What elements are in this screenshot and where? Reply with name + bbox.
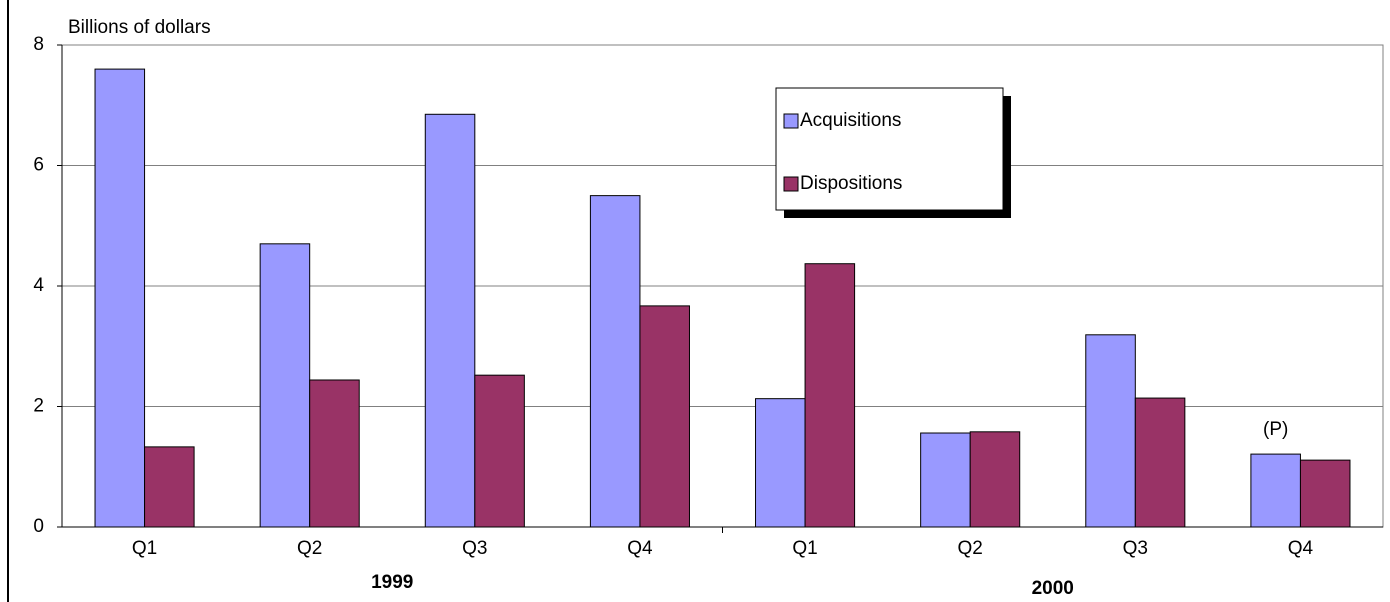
x-tick-label: Q4 [1288, 538, 1314, 559]
legend-box [775, 87, 1004, 211]
legend-swatch [783, 113, 799, 129]
y-axis-label: Billions of dollars [68, 17, 211, 38]
y-tick-label: 6 [33, 155, 44, 176]
legend-label: Acquisitions [800, 110, 901, 131]
annotation: (P) [1263, 419, 1288, 440]
bar [639, 305, 690, 528]
group-label: 1999 [371, 572, 413, 593]
bar [1299, 459, 1351, 528]
x-tick-label: Q3 [462, 538, 487, 559]
y-tick-label: 4 [33, 275, 44, 296]
y-tick-label: 8 [33, 34, 44, 55]
bar [920, 432, 971, 528]
bar [804, 263, 856, 528]
x-tick-label: Q3 [1123, 538, 1148, 559]
bar [589, 195, 641, 528]
bar [969, 431, 1021, 528]
bar [309, 379, 360, 528]
bar [259, 243, 311, 528]
legend-swatch [783, 176, 799, 192]
bar [1134, 397, 1186, 528]
bar [94, 68, 146, 528]
x-tick-label: Q1 [792, 538, 817, 559]
bar [1250, 453, 1301, 528]
bar [144, 446, 195, 528]
y-tick-label: 0 [33, 516, 44, 537]
x-tick-label: Q2 [297, 538, 322, 559]
bar [424, 113, 476, 528]
group-label: 2000 [1032, 578, 1074, 599]
bar [474, 374, 525, 528]
x-tick-label: Q1 [132, 538, 157, 559]
bar [1085, 334, 1136, 528]
x-tick-label: Q2 [958, 538, 983, 559]
legend-label: Dispositions [800, 173, 902, 194]
y-tick-label: 2 [33, 396, 44, 417]
bar [755, 398, 806, 528]
x-tick-label: Q4 [627, 538, 653, 559]
